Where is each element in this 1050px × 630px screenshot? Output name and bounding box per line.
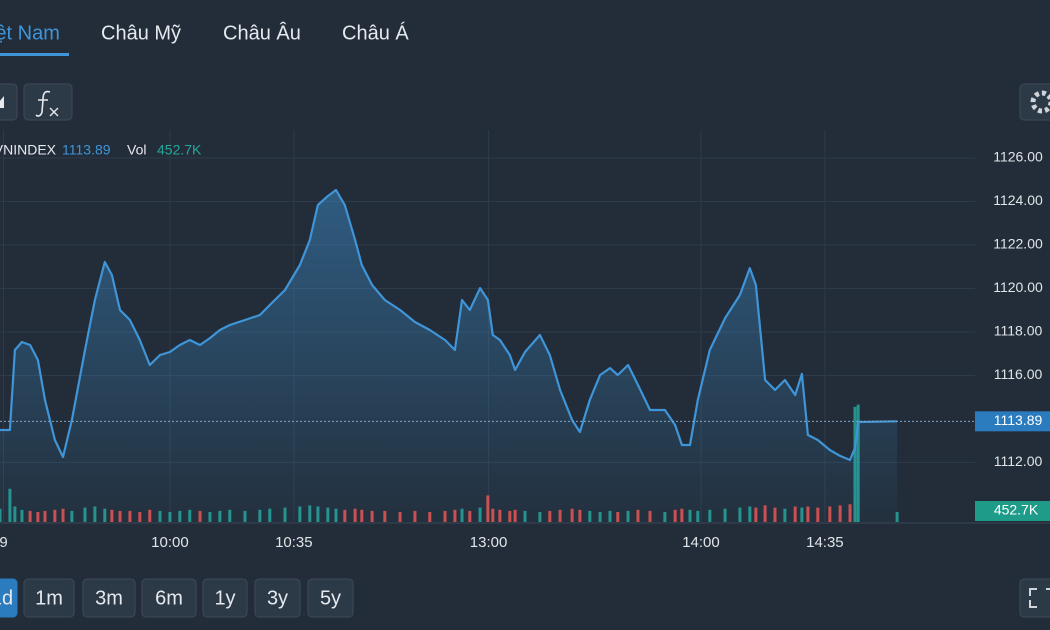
- fullscreen-button[interactable]: [1019, 578, 1050, 618]
- fx-icon-x: [49, 107, 59, 117]
- range-button[interactable]: [254, 578, 301, 618]
- legend-price: 1113.89: [62, 142, 111, 158]
- range-button-label: 1y: [214, 587, 235, 609]
- y-tick-label: 1118.00: [994, 323, 1043, 339]
- range-button-label: 5y: [320, 587, 341, 609]
- range-button-label: 3m: [95, 587, 123, 609]
- last-volume-label: 452.7K: [994, 502, 1039, 518]
- range-button-label: 3y: [267, 587, 288, 609]
- last-price-badge: [975, 411, 1050, 432]
- y-tick-label: 1116.00: [994, 366, 1043, 382]
- legend-volume: 452.7K: [157, 142, 202, 158]
- y-tick-label: 1122.00: [993, 236, 1043, 252]
- fx-icon: [35, 90, 51, 117]
- gear-icon: [1030, 90, 1050, 114]
- gear-center: [1039, 99, 1045, 105]
- x-tick-label: 10:00: [151, 534, 189, 551]
- tab[interactable]: Châu Âu: [223, 21, 301, 44]
- legend-name: VNINDEX: [0, 142, 57, 158]
- tab[interactable]: Việt Nam: [0, 22, 60, 44]
- range-button[interactable]: [23, 578, 75, 618]
- range-button[interactable]: [0, 578, 18, 618]
- tab-bar: Việt Nam Châu Mỹ Châu Âu Châu Á: [0, 21, 409, 56]
- x-tick-label: 9: [0, 534, 8, 551]
- y-tick-label: 1112.00: [994, 453, 1043, 469]
- x-tick-label: 10:35: [275, 534, 313, 551]
- chart-type-icon: [0, 96, 4, 108]
- range-button[interactable]: [82, 578, 136, 618]
- tab[interactable]: Châu Á: [342, 21, 409, 44]
- x-tick-label: 14:35: [806, 534, 844, 551]
- indicator-button[interactable]: [23, 83, 73, 121]
- fullscreen-icon: [1029, 588, 1050, 608]
- tab[interactable]: Châu Mỹ: [101, 22, 181, 44]
- range-bar: 1d 1m 3m 6m 1y 3y 5y: [0, 578, 354, 618]
- y-tick-label: 1120.00: [993, 279, 1043, 295]
- x-tick-label: 14:00: [682, 534, 720, 551]
- chart-type-button[interactable]: [0, 83, 18, 121]
- range-button-label: 1d: [0, 587, 13, 609]
- price-area: [0, 190, 898, 522]
- range-button-label: 1m: [35, 587, 63, 609]
- x-tick-label: 13:00: [470, 534, 508, 551]
- y-tick-label: 1126.00: [993, 149, 1043, 165]
- legend-vol-name: Vol: [127, 142, 146, 158]
- last-price-label: 1113.89: [994, 412, 1043, 428]
- active-tab-underline: [0, 53, 69, 56]
- range-button[interactable]: [307, 578, 354, 618]
- volume-bar: [895, 511, 899, 522]
- range-button-label: 6m: [155, 587, 183, 609]
- last-volume-badge: [975, 501, 1050, 521]
- price-line: [0, 188, 898, 462]
- range-button[interactable]: [141, 578, 197, 618]
- chart: 9 10:00 10:35 13:00 14:00 14:35 1112.00 1116.00…: [0, 130, 1050, 551]
- range-button[interactable]: [202, 578, 248, 618]
- y-tick-label: 1124.00: [993, 192, 1043, 208]
